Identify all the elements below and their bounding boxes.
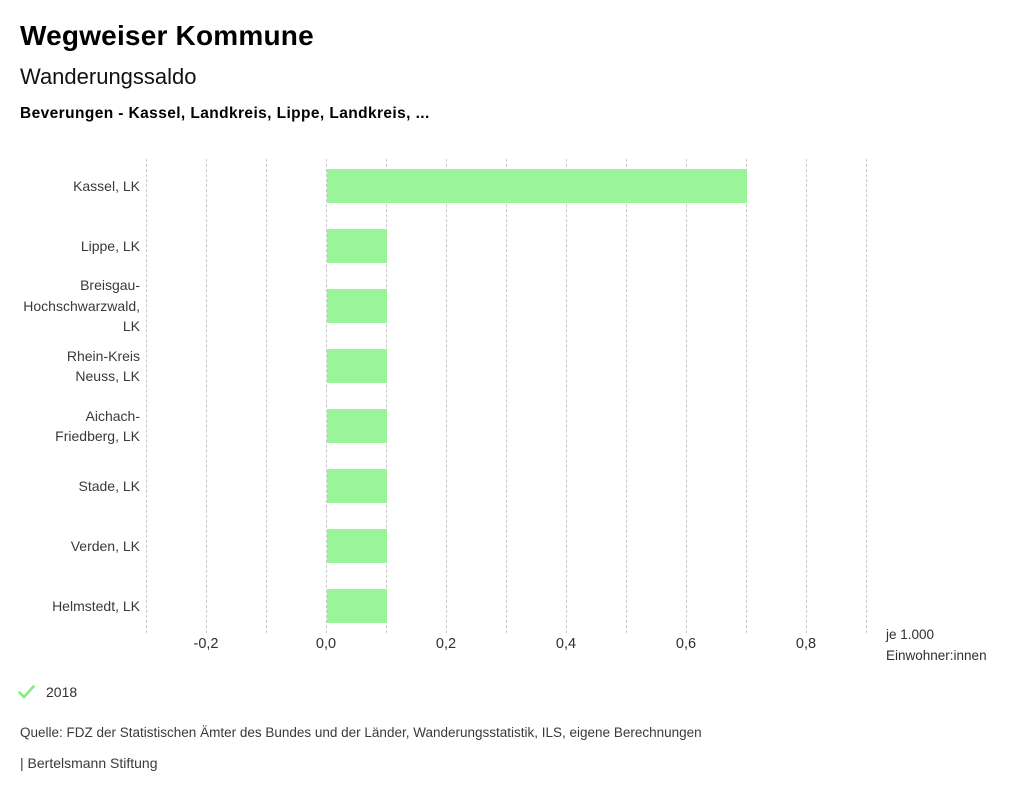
y-axis-label: Lippe, LK (80, 237, 140, 254)
bar-verden-lk[interactable] (327, 529, 387, 563)
gridline (386, 159, 387, 633)
axis-unit-line-1: je 1.000 (886, 627, 935, 642)
gridline (146, 159, 147, 633)
x-tick-label: 0,6 (675, 636, 697, 652)
attribution-text: | Bertelsmann Stiftung (20, 755, 158, 771)
gridline (866, 159, 867, 633)
x-tick-label: -0,2 (193, 636, 219, 652)
bar-kassel-lk[interactable] (327, 169, 747, 203)
y-axis-label: Helmstedt, LK (52, 597, 140, 614)
gridline (566, 159, 567, 633)
x-tick-label: 0,0 (315, 636, 337, 652)
x-tick-label: 0,4 (555, 636, 577, 652)
gridline (206, 159, 207, 633)
legend-item-2018[interactable]: 2018 (18, 684, 77, 700)
bar-aichach-friedberg-lk[interactable] (327, 409, 387, 443)
y-axis-label: Stade, LK (78, 477, 141, 494)
gridline (326, 159, 327, 633)
indicator-title: Wanderungssaldo (20, 64, 197, 89)
plot-area (146, 159, 867, 633)
y-axis-label: Verden, LK (70, 537, 140, 554)
gridline (446, 159, 447, 633)
y-axis-label: Rhein-Kreis Neuss, LK (66, 347, 140, 385)
source-text: Quelle: FDZ der Statistischen Ämter des … (20, 725, 702, 740)
bar-rhein-kreis-neuss-lk[interactable] (327, 349, 387, 383)
x-tick-label: 0,2 (435, 636, 457, 652)
bar-chart: Kassel, LK Lippe, LK Breisgau- Hochschwarz… (23, 159, 987, 666)
y-axis-label: Breisgau- Hochschwarzwald, LK (23, 277, 140, 335)
y-axis-label: Aichach- Friedberg, LK (55, 407, 140, 445)
gridline (626, 159, 627, 633)
gridline (806, 159, 807, 633)
gridline (686, 159, 687, 633)
check-icon (18, 685, 35, 699)
axis-unit-label: je 1.000 Einwohner:innen (886, 624, 987, 666)
axis-unit-line-2: Einwohner:innen (886, 648, 987, 663)
gridline (506, 159, 507, 633)
selection-subtitle: Beverungen - Kassel, Landkreis, Lippe, L… (20, 105, 430, 122)
bar-lippe-lk[interactable] (327, 229, 387, 263)
legend-year-label: 2018 (46, 684, 78, 700)
bar-stade-lk[interactable] (327, 469, 387, 503)
bar-helmstedt-lk[interactable] (327, 589, 387, 623)
app-title: Wegweiser Kommune (20, 20, 314, 51)
gridline (746, 159, 747, 633)
gridline (266, 159, 267, 633)
x-tick-label: 0,8 (795, 636, 817, 652)
y-axis-label: Kassel, LK (73, 177, 140, 194)
bar-breisgau-hochschwarzwald-lk[interactable] (327, 289, 387, 323)
